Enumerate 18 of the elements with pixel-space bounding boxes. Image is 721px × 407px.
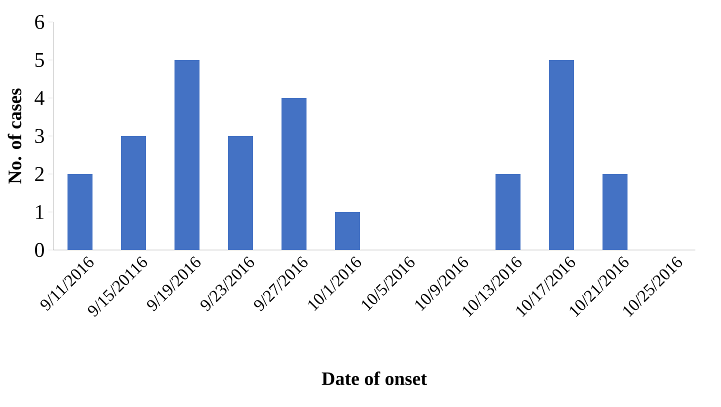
bar <box>174 60 200 250</box>
x-axis-title: Date of onset <box>322 372 427 386</box>
bar <box>121 136 146 250</box>
y-tick-label: 2 <box>35 167 44 181</box>
y-tick-label: 5 <box>35 53 44 67</box>
y-tick-label: 1 <box>36 205 44 219</box>
bar <box>602 174 628 250</box>
y-axis-title: No. of cases <box>8 88 22 184</box>
y-tick-label: 3 <box>35 128 44 144</box>
bar <box>282 98 307 250</box>
y-tick-label: 6 <box>35 14 44 30</box>
y-tick-label: 4 <box>34 91 44 105</box>
y-tick-label: 0 <box>35 242 44 258</box>
bar <box>549 60 574 250</box>
bar <box>496 174 521 250</box>
bar <box>68 174 93 250</box>
bar <box>335 212 360 250</box>
bar <box>228 136 254 250</box>
